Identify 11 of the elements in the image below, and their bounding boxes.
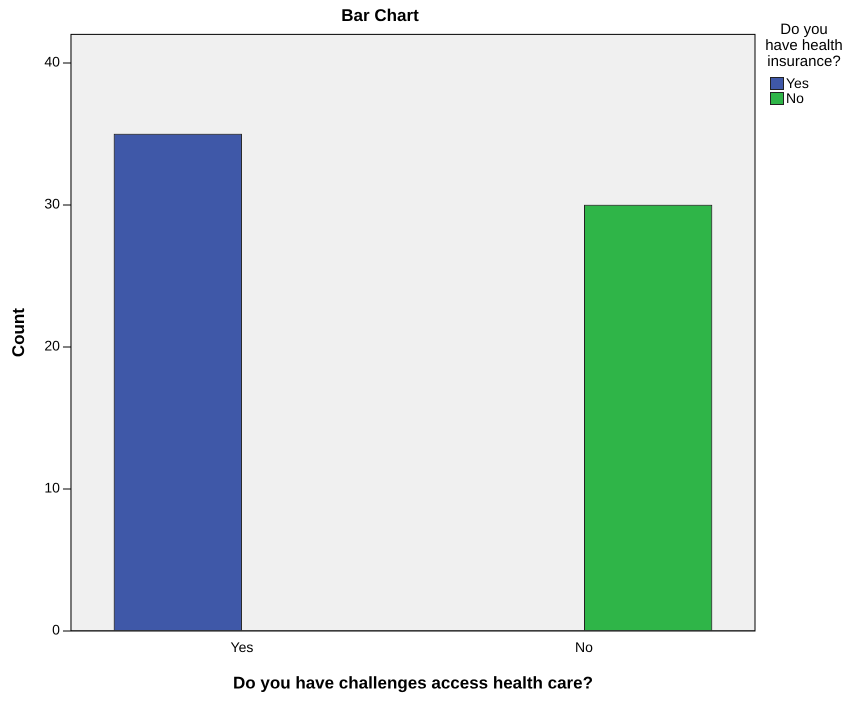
legend-label: Yes	[786, 75, 809, 91]
y-axis-title: Count	[8, 308, 28, 358]
x-axis-title: Do you have challenges access health care?	[232, 673, 593, 692]
legend-title: Do you have health insurance?	[764, 21, 844, 70]
chart-title: Bar Chart	[341, 6, 420, 25]
legend-label: No	[786, 90, 804, 106]
y-tick-label: 30	[44, 196, 60, 212]
y-tick-label: 0	[52, 622, 60, 638]
y-tick-label: 10	[44, 480, 60, 496]
y-tick-label: 20	[44, 338, 60, 354]
y-tick-label: 40	[44, 54, 60, 70]
